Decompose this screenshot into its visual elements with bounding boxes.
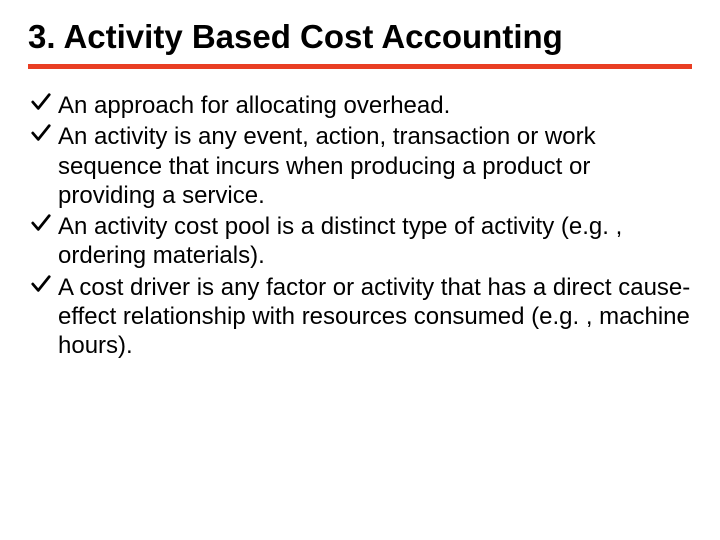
check-icon	[30, 212, 54, 236]
list-item-text: An approach for allocating overhead.	[58, 92, 450, 119]
list-item: A cost driver is any factor or activity …	[28, 273, 692, 361]
title-divider	[28, 64, 692, 69]
slide: 3. Activity Based Cost Accounting An app…	[0, 0, 720, 540]
check-icon	[30, 273, 54, 297]
check-icon	[30, 122, 54, 146]
check-icon	[30, 91, 54, 115]
list-item-text: An activity cost pool is a distinct type…	[58, 213, 622, 269]
list-item-text: An activity is any event, action, transa…	[58, 123, 596, 209]
bullet-list: An approach for allocating overhead. An …	[28, 91, 692, 360]
list-item: An activity is any event, action, transa…	[28, 122, 692, 210]
list-item: An activity cost pool is a distinct type…	[28, 212, 692, 271]
list-item-text: A cost driver is any factor or activity …	[58, 274, 690, 360]
list-item: An approach for allocating overhead.	[28, 91, 692, 120]
slide-title: 3. Activity Based Cost Accounting	[28, 18, 692, 62]
